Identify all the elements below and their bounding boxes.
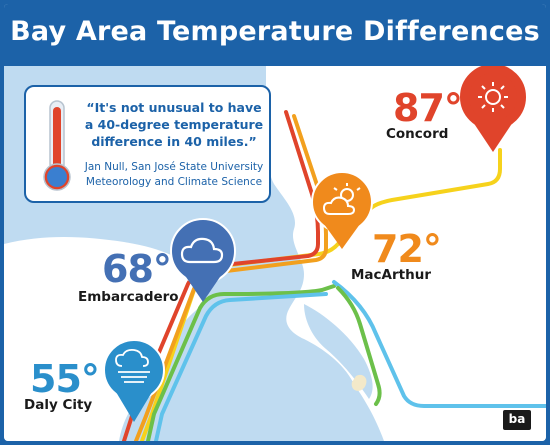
pin-macarthur[interactable]: [311, 171, 373, 249]
station-concord: Concord: [386, 126, 449, 142]
header-bar: Bay Area Temperature Differences: [4, 4, 546, 66]
pin-embarcadero[interactable]: [170, 218, 236, 302]
quote-source-line1: Jan Null, San José State University: [84, 161, 264, 173]
island: [351, 374, 367, 391]
cloud-icon: [180, 237, 224, 264]
map-panel: Bay Area Temperature Differences “It's n…: [4, 4, 546, 441]
station-daly-city: Daly City: [24, 397, 93, 413]
quote-source-line2: Meteorology and Climate Science: [85, 176, 263, 188]
line-blue-west: [154, 292, 328, 441]
temp-daly-city: 55°: [30, 357, 100, 401]
bay-area-map: [4, 62, 546, 441]
temp-macarthur: 72°: [372, 227, 442, 271]
temp-embarcadero: 68°: [102, 247, 172, 291]
peninsula-land: [4, 237, 209, 441]
quote-text: “It's not unusual to have a 40-degree te…: [84, 100, 264, 149]
station-embarcadero: Embarcadero: [78, 289, 179, 305]
line-blue: [332, 280, 546, 408]
bay-inlet: [304, 304, 373, 399]
pin-daly-city[interactable]: [103, 339, 165, 422]
pin-concord[interactable]: [458, 62, 528, 152]
quote-source: Jan Null, San José State University Mete…: [84, 160, 264, 190]
station-macarthur: MacArthur: [351, 267, 431, 283]
line-green: [146, 284, 336, 441]
thermometer-icon: [43, 100, 71, 191]
page-title: Bay Area Temperature Differences: [10, 16, 540, 47]
partly-cloudy-icon: [322, 183, 361, 215]
line-green-east: [336, 286, 382, 406]
fog-icon: [115, 348, 150, 383]
quote-box: “It's not unusual to have a 40-degree te…: [24, 85, 271, 203]
bart-logo: ba: [503, 410, 531, 430]
temp-concord: 87°: [393, 86, 463, 130]
sun-icon: [478, 82, 508, 112]
